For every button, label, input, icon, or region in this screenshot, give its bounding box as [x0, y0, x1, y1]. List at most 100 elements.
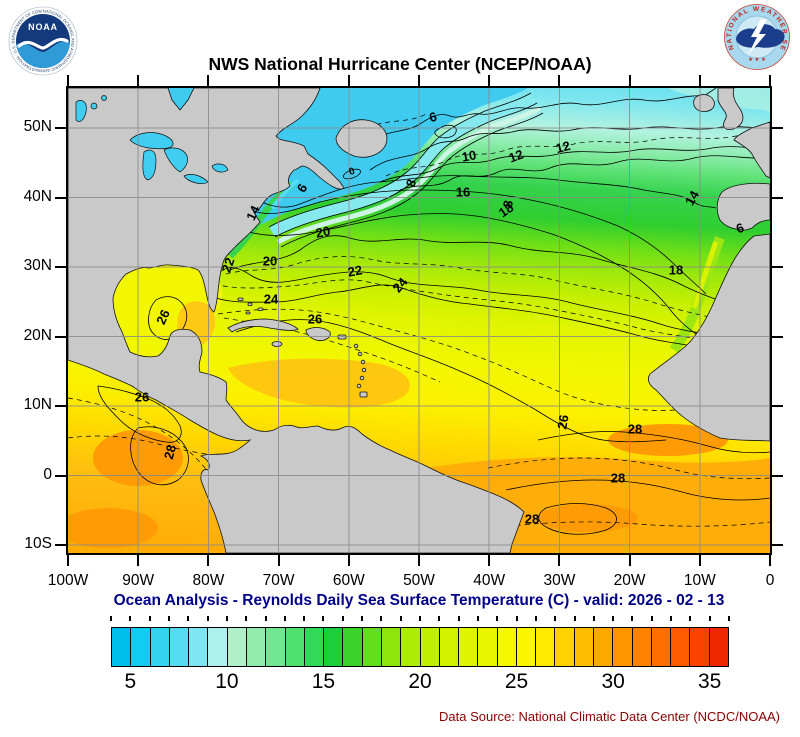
colorbar-tick [689, 616, 692, 621]
colorbar-tick [206, 616, 209, 621]
colorbar-label: 15 [311, 670, 336, 693]
warm-water-features [68, 253, 770, 553]
axis-tick [67, 75, 69, 86]
axis-tick [277, 75, 280, 86]
axis-tick [772, 544, 783, 546]
colorbar-tick [245, 616, 248, 621]
y-axis-tick-label: 50N [23, 118, 52, 135]
y-axis-tick-label: 10N [23, 396, 52, 413]
colorbar-cell [189, 628, 209, 666]
colorbar-tick [129, 616, 132, 621]
x-axis-tick-label: 0 [765, 572, 775, 589]
colorbar-cell [208, 628, 228, 666]
noaa-seagull-icon [17, 37, 69, 50]
colorbar-cell [613, 628, 633, 666]
colorbar-cell [516, 628, 537, 666]
colorbar-cell [285, 628, 305, 666]
colorbar-tick [361, 616, 364, 621]
nws-logo: NATIONAL WEATHER SERVICE ★ ★ ★ [721, 3, 790, 70]
axis-tick [347, 75, 350, 86]
axis-tick [772, 266, 783, 268]
x-axis-tick-label: 40W [473, 572, 506, 589]
graticule-grid [68, 88, 770, 553]
axis-tick [772, 196, 783, 199]
axis-tick [55, 405, 66, 407]
axis-tick [55, 196, 66, 199]
axis-tick [488, 75, 491, 86]
colorbar-cell [381, 628, 402, 666]
colorbar-tick [631, 616, 634, 621]
x-axis-tick-label: 30W [543, 572, 576, 589]
axis-tick [558, 75, 561, 86]
isotherm-contours [97, 88, 770, 535]
colorbar-cell [169, 628, 190, 666]
axis-tick [55, 474, 66, 477]
colorbar-cell [632, 628, 652, 666]
colorbar-cell [131, 628, 151, 666]
x-axis-tick-label: 100W [47, 572, 89, 589]
axis-tick [418, 75, 420, 86]
map-frame [66, 86, 772, 555]
colorbar-cell [343, 628, 363, 666]
colorbar-tick [225, 616, 228, 621]
colorbar-cell [420, 628, 440, 666]
colorbar-tick [592, 616, 595, 621]
map-caption: Ocean Analysis - Reynolds Daily Sea Surf… [113, 592, 725, 609]
colorbar-tick [476, 616, 479, 621]
axis-tick [137, 75, 140, 86]
colorbar-tick [554, 616, 557, 621]
x-axis-tick-label: 70W [262, 572, 295, 589]
colorbar-tick [534, 616, 537, 621]
colorbar-cell [671, 628, 691, 666]
jamaica-island [271, 341, 283, 347]
colorbar-label: 35 [698, 670, 722, 693]
colorbar-cell [459, 628, 479, 666]
colorbar-cell [112, 628, 132, 666]
y-axis-tick-label: 10S [24, 535, 52, 552]
colorbar-cell [594, 628, 614, 666]
axis-tick [769, 555, 771, 566]
hispaniola-island [305, 327, 331, 341]
colorbar-label: 20 [408, 670, 432, 693]
colorbar-tick [264, 616, 267, 621]
colorbar-tick [496, 616, 499, 621]
lake-michigan [142, 149, 157, 181]
colorbar-tick [341, 616, 344, 621]
colorbar-cell [651, 628, 672, 666]
colorbar-cell [555, 628, 575, 666]
sst-map [68, 88, 770, 553]
colorbar-tick [728, 616, 730, 621]
y-axis-tick-label: 0 [43, 465, 52, 483]
y-axis-tick-label: 30N [23, 257, 52, 274]
noaa-emblem-label: NOAA [28, 22, 58, 32]
nws-stars: ★ ★ ★ [748, 56, 766, 63]
axis-tick [772, 127, 783, 129]
colorbar-cell [150, 628, 170, 666]
colorbar-cell [362, 628, 382, 666]
axis-tick [488, 555, 491, 566]
colorbar-tick [573, 616, 576, 621]
trinidad-island [359, 391, 368, 398]
axis-tick [55, 544, 66, 546]
colorbar-cell [401, 628, 421, 666]
axis-tick [137, 555, 140, 566]
colorbar-tick [322, 616, 325, 621]
lake-winnipeg [75, 100, 87, 122]
lake-huron [163, 147, 188, 173]
noaa-logo: NATIONAL OCEANIC AND ATMOSPHERIC ADMINIS… [8, 6, 78, 76]
x-axis-tick-label: 60W [332, 572, 365, 589]
colorbar-label: 5 [124, 670, 137, 693]
x-axis-tick-label: 90W [122, 572, 155, 589]
lake-ontario [211, 163, 229, 173]
colorbar-tick [650, 616, 653, 621]
bahamas-islands [237, 297, 264, 315]
cuba-island [227, 318, 299, 333]
colorbar-tick [399, 616, 402, 621]
x-axis-tick-label: 20W [613, 572, 646, 589]
colorbar-label: 30 [601, 670, 625, 693]
ireland-island [693, 94, 715, 112]
page-title: NWS National Hurricane Center (NCEP/NOAA… [208, 54, 592, 74]
colorbar-label: 10 [215, 670, 239, 693]
axis-tick [769, 75, 771, 86]
x-axis-tick-label: 10W [683, 572, 716, 589]
